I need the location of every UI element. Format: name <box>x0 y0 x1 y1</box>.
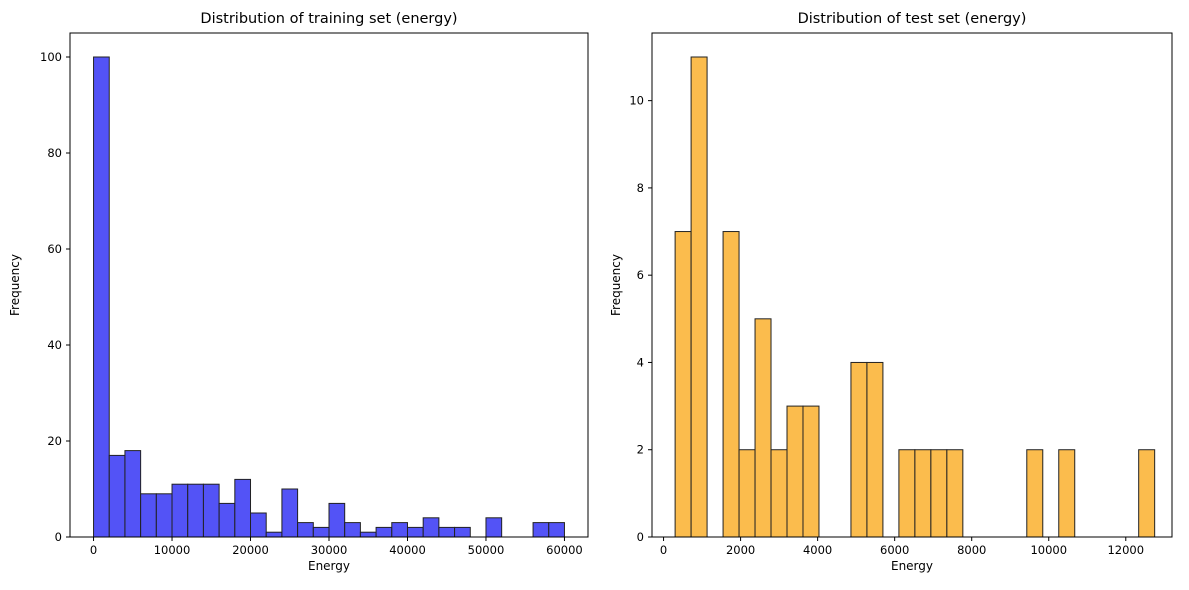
training-y-tick-label: 80 <box>47 146 62 160</box>
training-bar-6 <box>187 483 204 538</box>
test-x-tick-label: 10000 <box>1030 543 1067 557</box>
test-bar-15 <box>914 449 932 538</box>
training-bar-22 <box>438 526 456 538</box>
training-bar-5 <box>171 483 189 538</box>
training-bar-28 <box>532 522 550 538</box>
test-bar-5 <box>754 318 772 538</box>
test-bar-1 <box>690 56 708 538</box>
training-bar-11 <box>265 531 283 538</box>
test-bar-3 <box>722 231 740 538</box>
training-bar-14 <box>312 526 330 538</box>
test-bar-4 <box>738 449 756 538</box>
training-plot-frame <box>69 32 589 538</box>
training-bar-19 <box>391 522 408 538</box>
test-x-tick-label: 6000 <box>880 543 909 557</box>
test-y-tick-label: 0 <box>637 530 644 544</box>
training-y-axis-label: Frequency <box>8 254 22 316</box>
training-bar-18 <box>375 526 393 538</box>
test-bar-12 <box>866 361 884 538</box>
training-bar-10 <box>250 512 267 538</box>
test-bar-14 <box>898 449 916 538</box>
training-histogram-panel: 0 10000 20000 30000 40000 50000 60000 0 20 40 60 80… <box>8 11 589 573</box>
training-x-tick-label: 50000 <box>468 543 505 557</box>
test-x-axis-label: Energy <box>891 559 933 573</box>
training-bar-20 <box>406 526 424 538</box>
test-bar-22 <box>1026 449 1044 538</box>
training-bar-4 <box>155 493 173 538</box>
test-histogram-panel: 0 2000 4000 6000 8000 10000 12000 0 2 4 6 8 10 Distri… <box>609 11 1173 573</box>
training-bar-15 <box>328 502 346 538</box>
test-y-axis-label: Frequency <box>609 254 623 316</box>
training-x-tick-label: 60000 <box>546 543 583 557</box>
training-bar-3 <box>140 493 157 538</box>
test-y-tick-label: 4 <box>637 355 644 369</box>
test-bar-29 <box>1138 449 1156 538</box>
training-bar-13 <box>297 522 314 538</box>
training-bar-1 <box>108 454 126 538</box>
test-bar-7 <box>786 405 804 538</box>
training-bar-21 <box>422 517 440 538</box>
test-y-tick-label: 8 <box>637 181 644 195</box>
test-bar-16 <box>930 449 948 538</box>
training-bar-2 <box>124 450 142 538</box>
training-y-tick-label: 20 <box>47 434 62 448</box>
training-bar-8 <box>218 502 236 538</box>
test-y-tick-label: 2 <box>637 443 644 457</box>
test-x-tick-label: 8000 <box>957 543 986 557</box>
test-bar-6 <box>770 449 788 538</box>
training-bar-17 <box>359 531 377 538</box>
test-chart-title: Distribution of test set (energy) <box>798 11 1027 27</box>
training-chart-title: Distribution of training set (energy) <box>200 11 457 27</box>
training-x-tick-label: 10000 <box>154 543 191 557</box>
training-bar-25 <box>485 517 503 538</box>
test-bar-17 <box>946 449 964 538</box>
test-x-tick-label: 2000 <box>726 543 755 557</box>
test-bar-8 <box>802 405 820 538</box>
training-x-axis-label: Energy <box>308 559 350 573</box>
training-bar-29 <box>548 522 565 538</box>
training-bar-16 <box>344 522 361 538</box>
test-y-tick-label: 10 <box>629 94 644 108</box>
test-plot-frame <box>651 32 1173 538</box>
test-bar-11 <box>850 361 868 538</box>
test-y-tick-label: 6 <box>637 268 644 282</box>
test-bar-0 <box>674 231 692 538</box>
test-x-tick-label: 0 <box>660 543 667 557</box>
test-bar-24 <box>1058 449 1076 538</box>
training-bar-7 <box>202 483 220 538</box>
training-bar-0 <box>93 56 110 538</box>
training-bar-23 <box>454 526 471 538</box>
training-x-tick-label: 40000 <box>389 543 426 557</box>
training-x-tick-label: 30000 <box>311 543 348 557</box>
training-y-tick-label: 60 <box>47 242 62 256</box>
test-x-tick-label: 4000 <box>803 543 832 557</box>
training-y-tick-label: 100 <box>40 50 62 64</box>
training-bar-12 <box>281 488 299 538</box>
training-x-tick-label: 20000 <box>232 543 269 557</box>
training-y-tick-label: 0 <box>55 530 62 544</box>
training-y-tick-label: 40 <box>47 338 62 352</box>
training-x-tick-label: 0 <box>90 543 97 557</box>
test-x-tick-label: 12000 <box>1107 543 1144 557</box>
training-bar-9 <box>234 478 252 538</box>
